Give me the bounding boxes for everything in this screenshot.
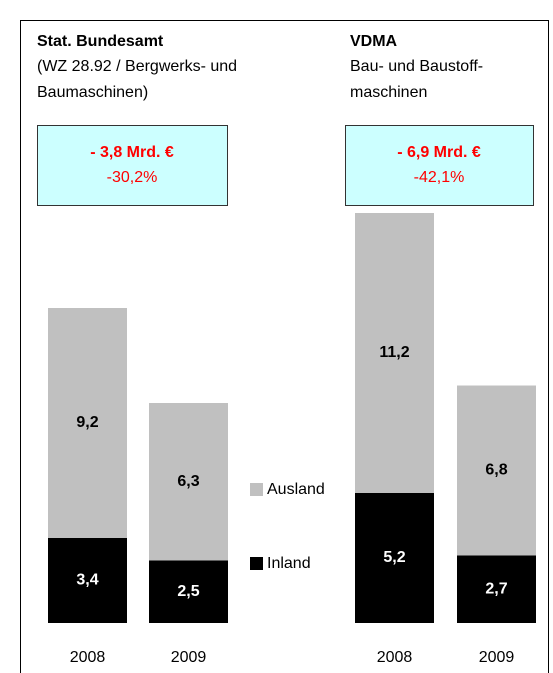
- bar-segment: [457, 385, 536, 556]
- value-label: 9,2: [76, 414, 98, 431]
- annotation-text: - 6,9 Mrd. €: [397, 144, 481, 161]
- value-label: 5,2: [383, 549, 405, 566]
- value-label: 6,3: [177, 473, 199, 490]
- x-tick-label: 2009: [171, 649, 207, 666]
- x-tick-label: 2008: [70, 649, 106, 666]
- x-tick-label: 2009: [479, 649, 515, 666]
- chart-subtitle: Bau- und Baustoff-: [350, 58, 483, 75]
- x-tick-label: 2008: [377, 649, 413, 666]
- annotation-text: - 3,8 Mrd. €: [90, 144, 174, 161]
- annotation-text: -42,1%: [414, 169, 465, 186]
- chart-subtitle: (WZ 28.92 / Bergwerks- und: [37, 58, 237, 75]
- frame: [20, 20, 549, 673]
- legend-swatch: [250, 483, 263, 496]
- value-label: 3,4: [76, 572, 98, 589]
- value-label: 11,2: [379, 344, 409, 361]
- value-label: 6,8: [485, 462, 507, 479]
- annotation-text: -30,2%: [107, 169, 158, 186]
- legend-label: Inland: [267, 555, 311, 572]
- legend-swatch: [250, 557, 263, 570]
- value-label: 2,5: [177, 583, 199, 600]
- bar-segment: [48, 308, 127, 538]
- chart-subtitle: Baumaschinen): [37, 84, 148, 101]
- legend-label: Ausland: [267, 481, 325, 498]
- value-label: 2,7: [485, 580, 507, 597]
- annotation-box: [37, 125, 228, 206]
- bar-segment: [355, 493, 434, 623]
- chart-title: VDMA: [350, 33, 398, 50]
- annotation-box: [345, 125, 534, 206]
- bar-segment: [149, 403, 228, 561]
- bar-segment: [149, 560, 228, 623]
- chart-subtitle: maschinen: [350, 84, 427, 101]
- bar-segment: [48, 538, 127, 623]
- bar-segment: [355, 213, 434, 493]
- chart-title: Stat. Bundesamt: [37, 33, 164, 50]
- bar-segment: [457, 555, 536, 623]
